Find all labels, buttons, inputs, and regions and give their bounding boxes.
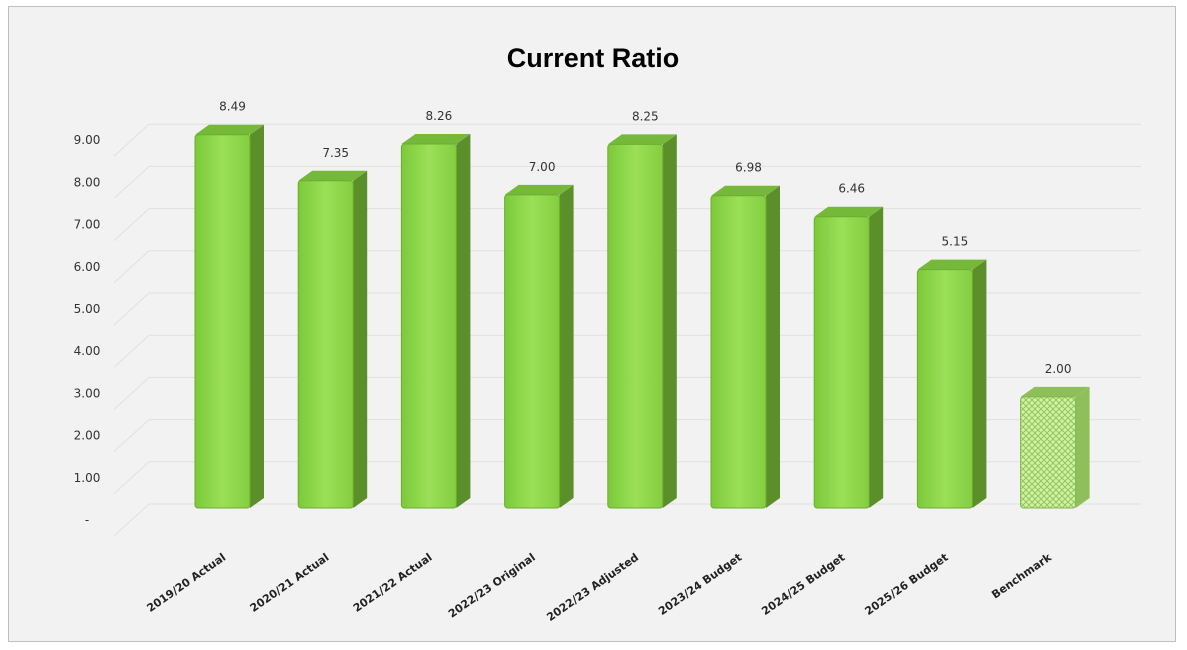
- bar-top: [711, 185, 780, 196]
- data-label: 6.46: [838, 182, 865, 196]
- gridline-depth: [113, 503, 150, 537]
- category-label: 2023/24 Budget: [656, 551, 744, 618]
- bar-side: [456, 133, 471, 508]
- bar-top: [504, 184, 574, 195]
- bar-front: [194, 134, 251, 509]
- category-label: Benchmark: [989, 550, 1054, 601]
- gridline-depth: [113, 292, 150, 326]
- chart-frame: Current Ratio - 1.00 2.00 3.00 4.00 5.00 6.00 7…: [8, 6, 1176, 642]
- bar-top: [195, 124, 264, 135]
- bar-front: [1020, 396, 1077, 509]
- category-label: 2022/23 Original: [446, 551, 538, 621]
- bar-side: [250, 124, 264, 508]
- y-tick-label: 2.00: [74, 429, 101, 443]
- data-labels: 8.49 7.35 8.26 7.00 8.25 6.98 6.46 5.15 2.00: [219, 100, 1071, 376]
- data-label: 2.00: [1045, 362, 1072, 376]
- bar: [400, 133, 471, 509]
- gridline-depth: [113, 419, 150, 452]
- y-tick-label: 8.00: [74, 175, 101, 189]
- bar-front: [813, 216, 870, 509]
- category-labels: 2019/20 Actual 2020/21 Actual 2021/22 Actu…: [145, 550, 1055, 624]
- bar-side: [869, 206, 884, 508]
- data-label: 5.15: [942, 235, 969, 249]
- y-tick-label: 4.00: [74, 344, 101, 358]
- bar: [504, 184, 574, 509]
- y-tick-label: 3.00: [74, 386, 101, 400]
- bar-side: [766, 185, 780, 508]
- bar-top: [607, 134, 677, 145]
- bar-front: [504, 194, 561, 509]
- bar-top: [401, 133, 471, 144]
- bar-front: [710, 195, 767, 509]
- bar-side: [1075, 386, 1090, 508]
- data-label: 7.35: [322, 146, 349, 160]
- bar-top: [1020, 386, 1090, 397]
- data-label: 8.49: [219, 100, 246, 114]
- data-label: 8.25: [632, 109, 659, 123]
- bar-side: [559, 184, 574, 508]
- chart-title: Current Ratio: [506, 43, 680, 73]
- gridline-depth: [113, 461, 150, 495]
- bar-front: [297, 180, 354, 509]
- bar: [916, 259, 987, 509]
- gridline-depth: [113, 166, 150, 199]
- category-label: 2024/25 Budget: [759, 551, 847, 618]
- bar-top: [814, 206, 884, 217]
- bar: [194, 124, 264, 509]
- y-axis-ticks: - 1.00 2.00 3.00 4.00 5.00 6.00 7.00 8.00 9.00: [74, 133, 101, 527]
- bars: [194, 124, 1090, 509]
- plot-area: - 1.00 2.00 3.00 4.00 5.00 6.00 7.00 8.00 9.00 8.…: [74, 100, 1141, 624]
- gridline-depth: [113, 334, 150, 368]
- bar: [813, 206, 884, 509]
- y-tick-label: 5.00: [74, 302, 101, 316]
- y-tick-label: 6.00: [74, 260, 101, 274]
- bar-side: [662, 134, 677, 508]
- y-tick-label: -: [85, 513, 89, 527]
- bar-side: [972, 259, 987, 508]
- y-tick-label: 9.00: [74, 133, 101, 147]
- category-label: 2019/20 Actual: [145, 551, 229, 615]
- category-label: 2025/26 Budget: [863, 551, 951, 618]
- bar-top: [917, 259, 987, 270]
- bar: [607, 134, 677, 509]
- bar-top: [298, 170, 368, 181]
- data-label: 6.98: [735, 161, 762, 175]
- y-tick-label: 1.00: [74, 471, 101, 485]
- category-label: 2021/22 Actual: [351, 551, 435, 615]
- bar: [297, 170, 368, 509]
- bar-front: [607, 143, 664, 509]
- bar: [710, 185, 780, 509]
- data-label: 7.00: [529, 160, 556, 174]
- data-label: 8.26: [426, 109, 453, 123]
- gridline-depth: [113, 377, 150, 410]
- y-tick-label: 7.00: [74, 218, 101, 232]
- benchmark-bar: [1020, 386, 1090, 509]
- bar-front: [916, 269, 973, 509]
- bar-front: [400, 143, 457, 509]
- category-label: 2020/21 Actual: [248, 551, 332, 615]
- gridline-depth: [113, 123, 150, 157]
- gridline-depth: [113, 208, 150, 241]
- category-label: 2022/23 Adjusted: [544, 551, 641, 624]
- gridline-depth: [113, 250, 150, 284]
- bar-side: [353, 170, 368, 508]
